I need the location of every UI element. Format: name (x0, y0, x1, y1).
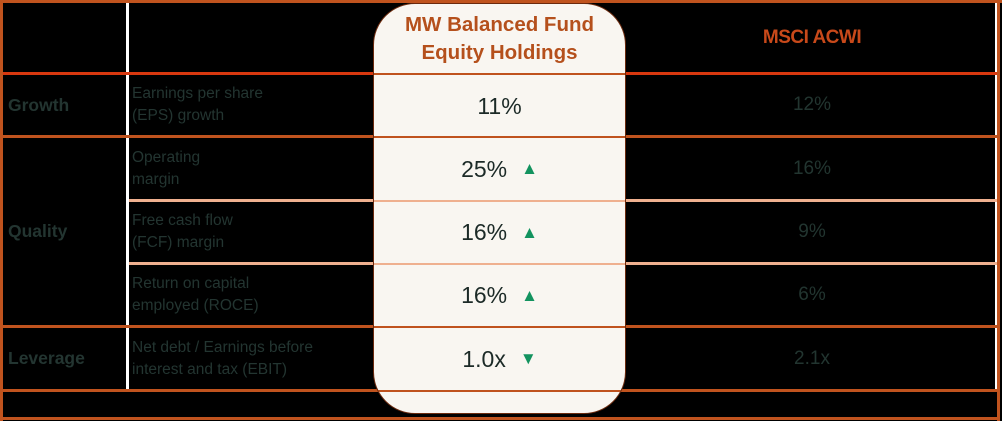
triangle-up-icon: ▲ (521, 159, 538, 178)
benchmark-value-roce: 6% (798, 284, 826, 305)
card-divider-light (374, 200, 625, 202)
triangle-down-icon: ▼ (519, 349, 537, 368)
fund-value-eps-growth: 11% (374, 76, 625, 136)
fund-value-roce: 16% ▲ (374, 265, 625, 326)
metric-line: (FCF) margin (132, 234, 225, 251)
fund-value-net-debt-ebit: 1.0x ▼ (374, 328, 625, 390)
metric-line: Operating (132, 148, 201, 166)
category-leverage: Leverage (8, 348, 85, 368)
fund-column-header: MW Balanced Fund Equity Holdings (374, 4, 625, 74)
card-divider (374, 136, 625, 138)
benchmark-column-header: MSCI ACWI (762, 26, 862, 48)
metric-net-debt-ebit: Net debt / Earnings before interest and t… (132, 328, 370, 389)
metric-line: Free cash flow (132, 212, 233, 229)
metric-roce: Return on capital employed (ROCE) (132, 265, 370, 325)
benchmark-value-eps-growth: 12% (792, 94, 832, 115)
metric-fcf-margin: Free cash flow (FCF) margin (132, 202, 370, 262)
card-divider (374, 73, 625, 75)
fund-header-line: Equity Holdings (421, 41, 578, 64)
triangle-up-icon: ▲ (521, 222, 538, 242)
metric-operating-margin: Operating margin (132, 138, 370, 199)
category-quality: Quality (8, 221, 68, 241)
metric-line: employed (ROCE) (132, 297, 259, 314)
fund-value-fcf-margin: 16% ▲ (374, 202, 625, 263)
table-border-right (997, 0, 1000, 421)
table-border-bottom (0, 417, 1000, 420)
metric-line: interest and tax (EBIT) (132, 360, 288, 378)
table-border-left (0, 0, 3, 421)
metric-line: Earnings per share (132, 85, 263, 102)
metric-line: Net debt / Earnings before (132, 338, 313, 356)
benchmark-value-operating-margin: 16% (792, 157, 832, 179)
metric-line: Return on capital (132, 275, 250, 292)
fund-value-operating-margin: 25% ▲ (374, 138, 625, 200)
table-edge-line (995, 3, 997, 390)
fund-value: 1.0x (462, 345, 506, 372)
column-divider (126, 3, 129, 390)
fund-header-line: MW Balanced Fund (404, 13, 595, 36)
card-divider (374, 326, 625, 328)
table-border-top (0, 0, 1002, 3)
card-divider-light (374, 263, 625, 265)
metric-line: (EPS) growth (132, 107, 225, 124)
triangle-up-icon: ▲ (521, 285, 538, 305)
card-divider (374, 390, 625, 392)
fund-value: 16% (461, 282, 508, 308)
fund-column-card: MW Balanced Fund Equity Holdings 11% 25% … (373, 3, 626, 414)
category-growth: Growth (8, 94, 70, 115)
fund-value: 11% (477, 92, 522, 119)
fund-value: 16% (461, 219, 508, 245)
metric-line: margin (132, 170, 180, 188)
fund-value: 25% (461, 155, 508, 182)
benchmark-value-net-debt-ebit: 2.1x (794, 347, 830, 369)
metric-eps-growth: Earnings per share (EPS) growth (132, 75, 370, 135)
benchmark-value-fcf-margin: 9% (798, 221, 826, 242)
